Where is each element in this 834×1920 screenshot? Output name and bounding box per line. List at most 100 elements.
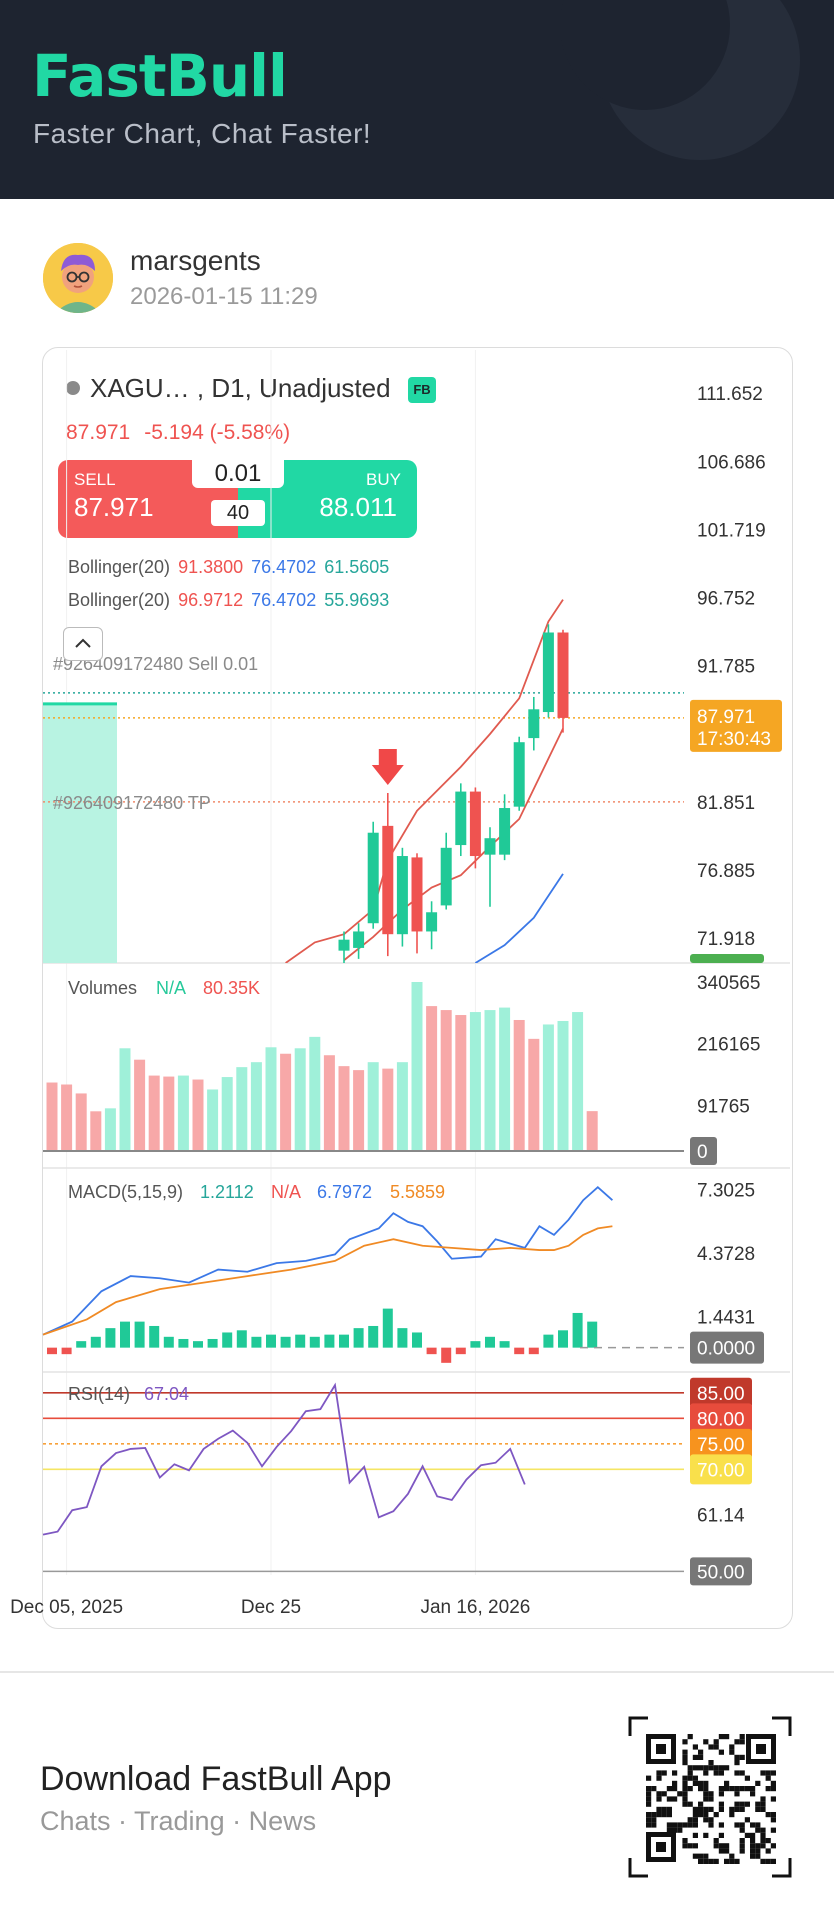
sell-button[interactable]: SELL 87.971	[58, 460, 238, 538]
volume-title: Volumes	[68, 978, 137, 998]
macd-histogram-bar	[558, 1330, 568, 1348]
volume-bar	[382, 1068, 394, 1151]
download-title[interactable]: Download FastBull App	[40, 1760, 392, 1798]
qr-module	[734, 1822, 740, 1828]
qr-module	[760, 1858, 766, 1864]
volume-bar	[455, 1015, 467, 1151]
qr-module	[739, 1734, 745, 1740]
qr-module	[692, 1744, 698, 1750]
candle	[396, 847, 408, 947]
volume-bar	[104, 1108, 116, 1151]
qr-module	[718, 1734, 724, 1740]
qr-module	[687, 1765, 693, 1771]
qr-module	[651, 1817, 657, 1823]
user-avatar[interactable]	[43, 243, 113, 313]
macd-histogram-bar	[266, 1334, 276, 1348]
macd-histogram-bar	[222, 1332, 233, 1348]
qr-module	[760, 1770, 766, 1776]
macd-legend-hist: 1.2112	[200, 1182, 254, 1202]
chart-svg[interactable]: #926409172480 Sell 0.01#926409172480 TP …	[0, 0, 834, 1620]
qr-module	[651, 1812, 657, 1818]
rsi-level-tag	[690, 1454, 752, 1485]
qr-module	[692, 1780, 698, 1786]
price-tick-label: 91.785	[697, 657, 755, 678]
macd-histogram-bar	[90, 1336, 101, 1348]
qr-module	[713, 1770, 719, 1776]
qr-module	[724, 1848, 730, 1854]
macd-histogram-bar	[251, 1336, 262, 1348]
lot-size-input[interactable]: 0.01	[192, 460, 284, 488]
qr-module	[718, 1848, 724, 1854]
qr-module	[739, 1786, 745, 1792]
macd-line	[42, 1185, 613, 1336]
qr-module	[713, 1739, 719, 1745]
qr-module	[755, 1843, 761, 1849]
price-tick-label: 96.752	[697, 589, 755, 610]
qr-module	[724, 1858, 730, 1864]
qr-module	[666, 1806, 672, 1812]
qr-module	[734, 1739, 740, 1745]
qr-module	[750, 1848, 756, 1854]
qr-module	[682, 1760, 688, 1766]
symbol-header[interactable]: XAGU… , D1, Unadjusted	[66, 373, 391, 404]
macd-tick-label: 4.3728	[697, 1244, 755, 1265]
macd-histogram-bar	[455, 1347, 466, 1355]
qr-module	[646, 1817, 652, 1823]
qr-code[interactable]	[628, 1716, 792, 1878]
volume-bar	[75, 1093, 87, 1151]
volume-bar	[250, 1062, 262, 1151]
volume-legend-value: 80.35K	[203, 978, 260, 998]
qr-module	[692, 1832, 698, 1838]
rsi-title: RSI(14)	[68, 1384, 130, 1404]
tp-order-label: #926409172480 TP	[53, 793, 211, 813]
candle-body	[396, 856, 408, 935]
rsi-tick-label: 85.00	[697, 1384, 745, 1405]
qr-module	[666, 1812, 672, 1818]
qr-module	[760, 1843, 766, 1849]
bollinger-lower: 61.5605	[324, 557, 390, 577]
macd-histogram-bar	[236, 1330, 247, 1348]
qr-module	[739, 1801, 745, 1807]
qr-module	[692, 1822, 698, 1828]
rsi-legend-value: 67.04	[144, 1384, 189, 1404]
qr-module	[692, 1806, 698, 1812]
x-tick-label: Dec 05, 2025	[10, 1597, 123, 1618]
qr-module	[656, 1775, 662, 1781]
qr-module	[734, 1754, 740, 1760]
qr-module	[760, 1838, 766, 1844]
bollinger-mid: 76.4702	[251, 590, 317, 610]
volume-bar	[353, 1070, 365, 1151]
qr-module	[760, 1827, 766, 1833]
volume-bar	[119, 1048, 131, 1151]
qr-module	[646, 1822, 652, 1828]
volume-bar	[499, 1007, 511, 1151]
username[interactable]: marsgents	[130, 245, 261, 276]
qr-module	[718, 1786, 724, 1792]
bollinger-upper: 91.3800	[178, 557, 244, 577]
qr-module	[739, 1838, 745, 1844]
qr-module	[770, 1812, 776, 1818]
qr-module	[687, 1775, 693, 1781]
macd-histogram-bar	[47, 1347, 57, 1355]
qr-module	[750, 1853, 756, 1859]
buy-label: BUY	[366, 470, 401, 489]
app-banner: FastBull Faster Chart, Chat Faster!	[0, 0, 834, 199]
qr-module	[744, 1817, 750, 1823]
qr-module	[672, 1827, 678, 1833]
collapse-button[interactable]	[63, 627, 103, 661]
qr-module	[651, 1786, 657, 1792]
qr-module	[672, 1822, 678, 1828]
volume-bar	[426, 1006, 438, 1151]
price-tick-label: 76.885	[697, 861, 755, 882]
macd-histogram-bar	[397, 1328, 408, 1348]
bollinger-lower-line	[474, 873, 564, 963]
qr-module	[646, 1775, 652, 1781]
bollinger-upper: 96.9712	[178, 590, 244, 610]
qr-module	[682, 1822, 688, 1828]
qr-module	[770, 1796, 776, 1802]
qr-module	[729, 1806, 735, 1812]
macd-histogram-bar	[134, 1321, 145, 1348]
qr-module	[734, 1806, 740, 1812]
qr-module	[760, 1796, 766, 1802]
sell-order-label: #926409172480 Sell 0.01	[53, 654, 258, 674]
